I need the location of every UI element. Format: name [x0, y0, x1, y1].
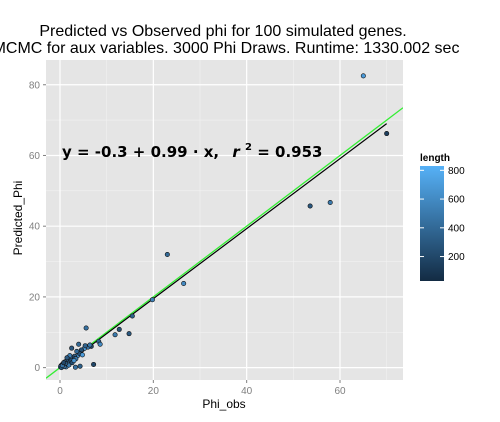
data-point — [116, 326, 122, 332]
x-tick-label: 40 — [241, 386, 253, 397]
data-point — [91, 361, 97, 367]
legend-tick-label: 600 — [448, 195, 465, 206]
legend: length 200 400 600 800 — [420, 153, 465, 281]
x-axis-label: Phi_obs — [202, 397, 245, 411]
data-point — [83, 325, 89, 331]
x-axis-ticks: 0 20 40 60 — [57, 380, 346, 397]
data-point — [97, 341, 103, 347]
legend-title: length — [420, 153, 450, 164]
identity-line — [46, 107, 403, 379]
r2-superscript: 2 — [245, 142, 252, 153]
chart-title-line1: Predicted vs Observed phi for 100 simula… — [39, 23, 406, 40]
chart-title-line2: MCMC for aux variables. 3000 Phi Draws. … — [0, 40, 459, 57]
plot-panel — [46, 60, 403, 380]
data-point — [164, 251, 170, 257]
data-point — [71, 358, 77, 364]
legend-tick-label: 400 — [448, 223, 465, 234]
x-tick-label: 0 — [57, 386, 63, 397]
data-point — [307, 203, 313, 209]
data-point — [126, 331, 132, 337]
data-point — [69, 345, 75, 351]
data-point — [384, 131, 390, 137]
data-point — [181, 280, 187, 286]
data-point — [327, 199, 333, 205]
data-point — [112, 332, 118, 338]
y-axis-label: Predicted_Phi — [11, 181, 25, 256]
data-point — [74, 348, 80, 354]
y-tick-label: 60 — [29, 151, 41, 162]
fit-line — [59, 123, 388, 370]
data-point — [129, 313, 135, 319]
data-point — [72, 364, 78, 370]
x-tick-label: 60 — [334, 386, 346, 397]
legend-colorbar — [420, 166, 444, 281]
regression-lines — [46, 107, 403, 379]
legend-ticks: 200 400 600 800 — [420, 166, 465, 263]
gridlines — [46, 60, 403, 380]
y-axis-ticks: 0 20 40 60 80 — [29, 80, 46, 374]
data-point — [76, 341, 82, 347]
fit-equation: y = -0.3 + 0.99 · x, — [62, 143, 219, 161]
data-point — [87, 342, 93, 348]
data-point — [82, 343, 88, 349]
legend-tick-label: 800 — [448, 166, 465, 177]
data-point — [360, 73, 366, 79]
y-tick-label: 0 — [34, 363, 40, 374]
data-points — [57, 73, 390, 371]
data-point — [77, 363, 83, 369]
legend-tick-label: 200 — [448, 252, 465, 263]
y-tick-label: 80 — [29, 80, 41, 91]
data-point — [149, 297, 155, 303]
y-tick-label: 20 — [29, 292, 41, 303]
data-point — [61, 360, 67, 366]
r2-symbol: r — [232, 143, 241, 161]
data-point — [79, 352, 85, 358]
x-tick-label: 20 — [148, 386, 160, 397]
fit-annotation: y = -0.3 + 0.99 · x, r 2 = 0.953 — [62, 136, 322, 161]
r2-value: = 0.953 — [257, 143, 322, 161]
y-tick-label: 40 — [29, 222, 41, 233]
data-point — [64, 355, 70, 361]
